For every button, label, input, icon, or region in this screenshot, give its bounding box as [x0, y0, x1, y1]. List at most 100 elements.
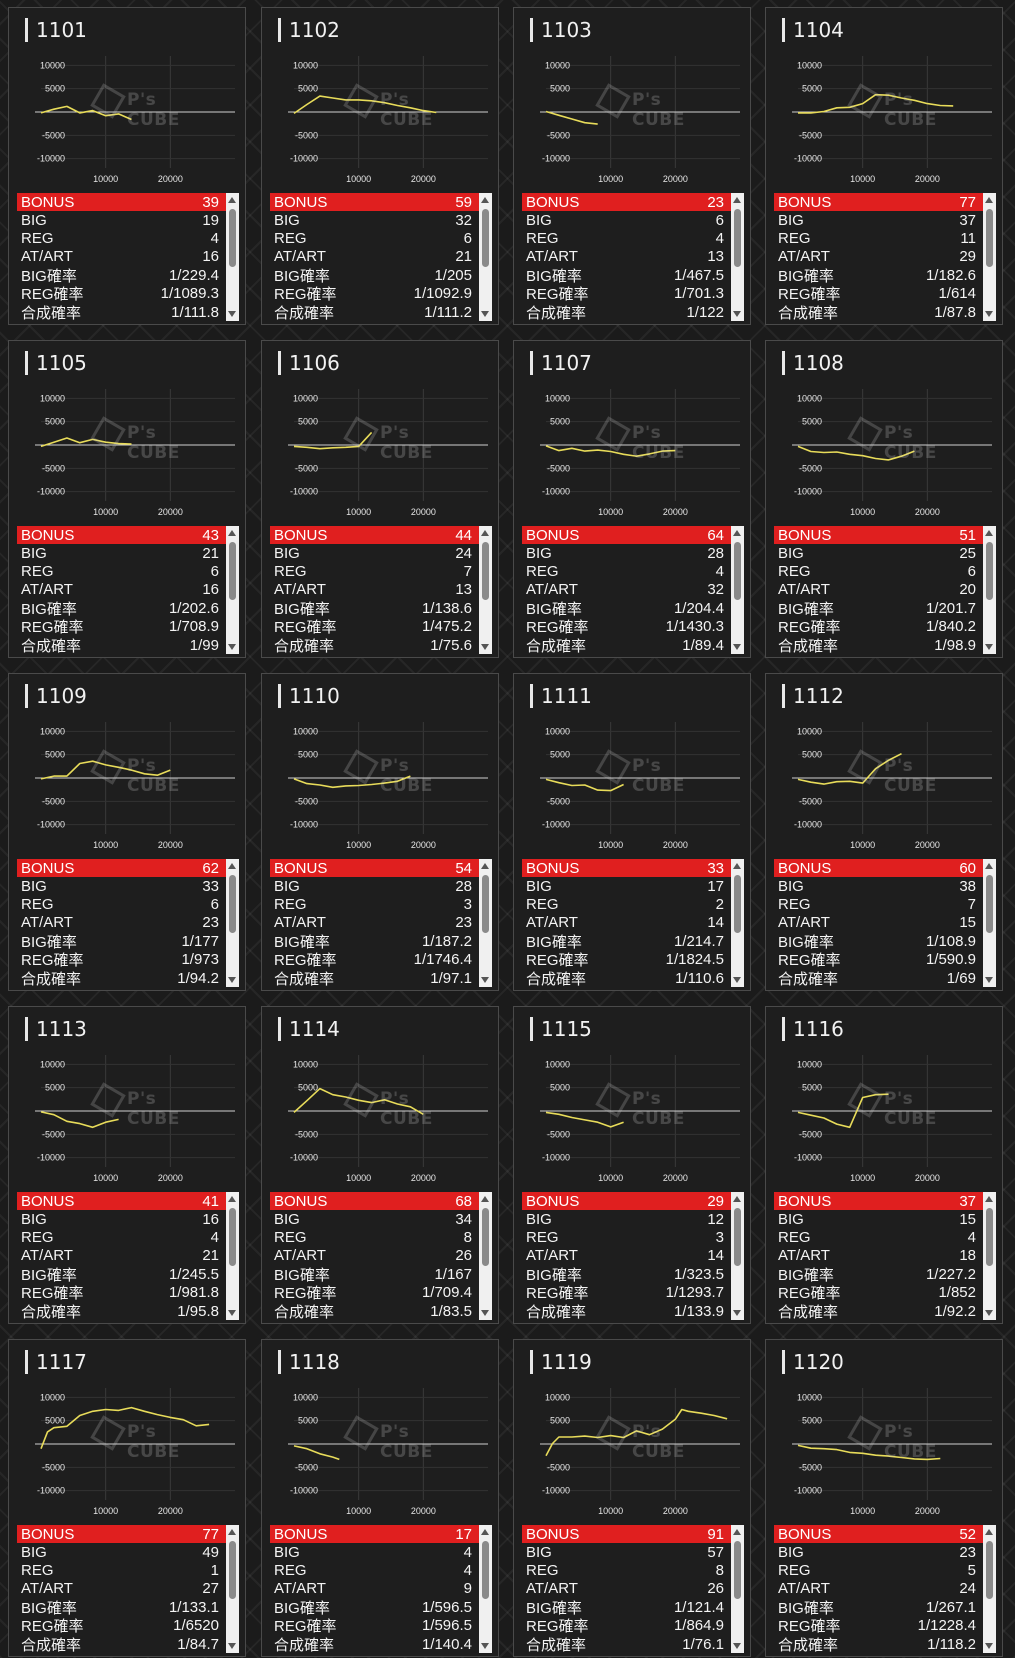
machine-card[interactable]: 1111 10000 5000 -5000 -10000 10000 20000 P's CU…	[513, 673, 751, 991]
machine-card[interactable]: 1102 10000 5000 -5000 -10000 10000 20000 P's CU…	[261, 7, 499, 325]
scroll-up-icon[interactable]	[733, 197, 741, 203]
stats-scrollbar[interactable]	[226, 859, 239, 987]
stats-scrollbar[interactable]	[983, 1525, 996, 1653]
scroll-thumb[interactable]	[734, 1208, 741, 1266]
stats-scrollbar[interactable]	[479, 526, 492, 654]
scroll-down-icon[interactable]	[733, 1310, 741, 1316]
scroll-down-icon[interactable]	[733, 644, 741, 650]
scroll-down-icon[interactable]	[481, 644, 489, 650]
scroll-up-icon[interactable]	[985, 1529, 993, 1535]
scroll-thumb[interactable]	[734, 209, 741, 267]
stats-scrollbar[interactable]	[479, 1192, 492, 1320]
scroll-thumb[interactable]	[734, 875, 741, 933]
scroll-up-icon[interactable]	[481, 863, 489, 869]
stats-scrollbar[interactable]	[226, 1192, 239, 1320]
machine-card[interactable]: 1101 10000 5000 -5000 -10000 10000 20000 P's CU…	[8, 7, 246, 325]
scroll-up-icon[interactable]	[481, 1196, 489, 1202]
scroll-up-icon[interactable]	[985, 530, 993, 536]
scroll-down-icon[interactable]	[228, 644, 236, 650]
machine-card[interactable]: 1114 10000 5000 -5000 -10000 10000 20000 P's CU…	[261, 1006, 499, 1324]
scroll-thumb[interactable]	[229, 1208, 236, 1266]
scroll-down-icon[interactable]	[228, 311, 236, 317]
scroll-up-icon[interactable]	[985, 1196, 993, 1202]
scroll-thumb[interactable]	[986, 542, 993, 600]
stats-scrollbar[interactable]	[983, 1192, 996, 1320]
machine-card[interactable]: 1118 10000 5000 -5000 -10000 10000 20000 P's CU…	[261, 1339, 499, 1657]
scroll-thumb[interactable]	[229, 875, 236, 933]
scroll-up-icon[interactable]	[985, 863, 993, 869]
scroll-down-icon[interactable]	[985, 1310, 993, 1316]
machine-card[interactable]: 1119 10000 5000 -5000 -10000 10000 20000 P's CU…	[513, 1339, 751, 1657]
scroll-down-icon[interactable]	[228, 1310, 236, 1316]
machine-card[interactable]: 1103 10000 5000 -5000 -10000 10000 20000 P's CU…	[513, 7, 751, 325]
scroll-up-icon[interactable]	[228, 863, 236, 869]
machine-card[interactable]: 1120 10000 5000 -5000 -10000 10000 20000 P's CU…	[765, 1339, 1003, 1657]
scroll-thumb[interactable]	[229, 1541, 236, 1599]
stats-scrollbar[interactable]	[731, 859, 744, 987]
scroll-down-icon[interactable]	[985, 1643, 993, 1649]
scroll-thumb[interactable]	[229, 209, 236, 267]
machine-card[interactable]: 1112 10000 5000 -5000 -10000 10000 20000 P's CU…	[765, 673, 1003, 991]
scroll-up-icon[interactable]	[481, 1529, 489, 1535]
scroll-thumb[interactable]	[986, 875, 993, 933]
stats-scrollbar[interactable]	[226, 1525, 239, 1653]
scroll-up-icon[interactable]	[481, 197, 489, 203]
stats-scrollbar[interactable]	[983, 526, 996, 654]
scroll-up-icon[interactable]	[733, 1196, 741, 1202]
stats-scrollbar[interactable]	[731, 193, 744, 321]
machine-card[interactable]: 1106 10000 5000 -5000 -10000 10000 20000 P's CU…	[261, 340, 499, 658]
machine-card[interactable]: 1117 10000 5000 -5000 -10000 10000 20000 P's CU…	[8, 1339, 246, 1657]
scroll-thumb[interactable]	[986, 209, 993, 267]
stats-scrollbar[interactable]	[731, 1525, 744, 1653]
stats-scrollbar[interactable]	[479, 193, 492, 321]
scroll-down-icon[interactable]	[733, 311, 741, 317]
scroll-down-icon[interactable]	[985, 311, 993, 317]
scroll-thumb[interactable]	[482, 875, 489, 933]
machine-card[interactable]: 1110 10000 5000 -5000 -10000 10000 20000 P's CU…	[261, 673, 499, 991]
scroll-up-icon[interactable]	[733, 863, 741, 869]
stats-scrollbar[interactable]	[983, 193, 996, 321]
machine-card[interactable]: 1105 10000 5000 -5000 -10000 10000 20000 P's CU…	[8, 340, 246, 658]
stats-scrollbar[interactable]	[479, 1525, 492, 1653]
scroll-thumb[interactable]	[734, 1541, 741, 1599]
scroll-down-icon[interactable]	[985, 977, 993, 983]
scroll-up-icon[interactable]	[985, 197, 993, 203]
machine-card[interactable]: 1109 10000 5000 -5000 -10000 10000 20000 P's CU…	[8, 673, 246, 991]
scroll-up-icon[interactable]	[228, 530, 236, 536]
scroll-thumb[interactable]	[734, 542, 741, 600]
scroll-up-icon[interactable]	[733, 1529, 741, 1535]
scroll-down-icon[interactable]	[733, 1643, 741, 1649]
scroll-thumb[interactable]	[482, 1541, 489, 1599]
scroll-down-icon[interactable]	[481, 1310, 489, 1316]
scroll-down-icon[interactable]	[481, 977, 489, 983]
scroll-thumb[interactable]	[482, 1208, 489, 1266]
stats-scrollbar[interactable]	[226, 193, 239, 321]
scroll-thumb[interactable]	[482, 209, 489, 267]
machine-card[interactable]: 1116 10000 5000 -5000 -10000 10000 20000 P's CU…	[765, 1006, 1003, 1324]
stats-scrollbar[interactable]	[983, 859, 996, 987]
scroll-down-icon[interactable]	[228, 1643, 236, 1649]
scroll-up-icon[interactable]	[228, 197, 236, 203]
stats-scrollbar[interactable]	[731, 526, 744, 654]
scroll-down-icon[interactable]	[481, 1643, 489, 1649]
scroll-thumb[interactable]	[986, 1541, 993, 1599]
scroll-thumb[interactable]	[482, 542, 489, 600]
scroll-thumb[interactable]	[986, 1208, 993, 1266]
stats-scrollbar[interactable]	[226, 526, 239, 654]
scroll-down-icon[interactable]	[733, 977, 741, 983]
machine-card[interactable]: 1108 10000 5000 -5000 -10000 10000 20000 P's CU…	[765, 340, 1003, 658]
scroll-down-icon[interactable]	[985, 644, 993, 650]
scroll-thumb[interactable]	[229, 542, 236, 600]
scroll-up-icon[interactable]	[228, 1196, 236, 1202]
machine-card[interactable]: 1113 10000 5000 -5000 -10000 10000 20000 P's CU…	[8, 1006, 246, 1324]
machine-card[interactable]: 1107 10000 5000 -5000 -10000 10000 20000 P's CU…	[513, 340, 751, 658]
scroll-down-icon[interactable]	[228, 977, 236, 983]
scroll-up-icon[interactable]	[733, 530, 741, 536]
scroll-up-icon[interactable]	[481, 530, 489, 536]
scroll-up-icon[interactable]	[228, 1529, 236, 1535]
machine-card[interactable]: 1115 10000 5000 -5000 -10000 10000 20000 P's CU…	[513, 1006, 751, 1324]
scroll-down-icon[interactable]	[481, 311, 489, 317]
machine-card[interactable]: 1104 10000 5000 -5000 -10000 10000 20000 P's CU…	[765, 7, 1003, 325]
stats-scrollbar[interactable]	[479, 859, 492, 987]
stats-scrollbar[interactable]	[731, 1192, 744, 1320]
